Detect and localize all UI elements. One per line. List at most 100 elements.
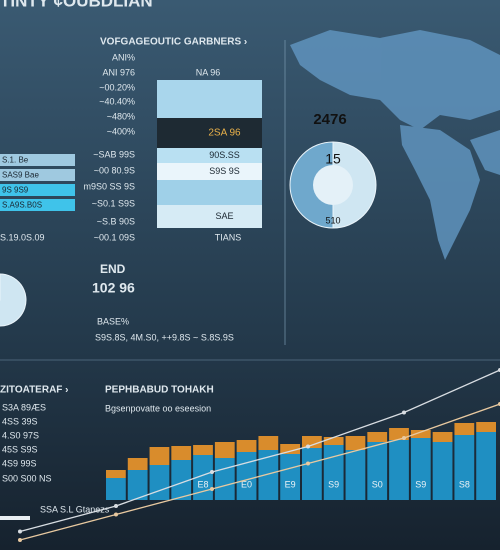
point bbox=[402, 410, 406, 415]
bar bbox=[454, 423, 475, 435]
segment-label: SAE bbox=[215, 211, 233, 221]
bar-label: SAS9 Bae bbox=[2, 171, 39, 180]
bar-label: S.1. Be bbox=[2, 156, 29, 165]
bar bbox=[214, 458, 235, 500]
segment bbox=[157, 148, 262, 163]
bar-label: S.A9S.B0S bbox=[2, 201, 42, 210]
left-note: S.19.0S.09 bbox=[0, 232, 45, 242]
point bbox=[18, 529, 22, 534]
list-item: ~00.20% bbox=[99, 82, 135, 92]
list-item: ~400% bbox=[107, 126, 135, 136]
segment-label: 90S.SS bbox=[209, 150, 240, 160]
bar bbox=[193, 445, 213, 455]
bar bbox=[0, 199, 75, 211]
bar bbox=[0, 169, 75, 181]
bar bbox=[214, 442, 235, 458]
bar bbox=[0, 154, 75, 166]
x-label: S9 bbox=[328, 479, 339, 489]
point bbox=[306, 461, 310, 466]
point bbox=[402, 436, 406, 440]
list-item: ANI 976 bbox=[102, 67, 135, 77]
bar bbox=[171, 460, 192, 500]
x-label: E0 bbox=[241, 479, 252, 489]
bar bbox=[106, 470, 126, 478]
bar bbox=[476, 422, 496, 432]
segment-label: S9S 9S bbox=[209, 166, 240, 176]
list-item: S00 S00 NS bbox=[2, 473, 52, 483]
line bbox=[19, 369, 500, 533]
subtitle: VOFGAGEOUTIC GARBNERS › bbox=[100, 37, 247, 48]
center-label: NA 96 bbox=[196, 67, 221, 77]
center-label: TIANS bbox=[215, 232, 242, 242]
x-label: S9 bbox=[415, 479, 426, 489]
bar bbox=[410, 430, 431, 438]
gauge-title: END bbox=[100, 262, 126, 276]
bar bbox=[432, 432, 453, 442]
bar bbox=[236, 440, 257, 452]
bar bbox=[258, 450, 279, 500]
bar bbox=[236, 452, 257, 500]
point bbox=[114, 504, 118, 508]
list-item: ANI% bbox=[112, 52, 135, 62]
bottom-list: S3A 89ÆS 4SS 39S 4.S0 97S 45S S9S 4S9 99… bbox=[2, 402, 52, 483]
bar bbox=[127, 458, 148, 470]
segment-label: 2SA 96 bbox=[208, 128, 241, 139]
point bbox=[210, 470, 214, 474]
bar bbox=[171, 446, 192, 460]
list-item: 4SS 39S bbox=[2, 416, 38, 426]
donut-hole bbox=[313, 165, 353, 205]
base-title: BASE% bbox=[97, 316, 129, 326]
bar bbox=[127, 470, 148, 500]
list-item: m9S0 SS 9S bbox=[83, 181, 135, 191]
list-item: ~S0.1 S9S bbox=[92, 198, 135, 208]
top-list: ANI% ANI 976 ~00.20% ~40.40% ~480% ~400%… bbox=[83, 52, 135, 242]
title: TINTY ¢OUBDLIAN bbox=[0, 0, 153, 10]
list-item: 45S S9S bbox=[2, 444, 38, 454]
point bbox=[18, 538, 22, 542]
list-item: ~SAB 99S bbox=[93, 149, 135, 159]
segment bbox=[157, 180, 262, 205]
bar bbox=[345, 436, 366, 450]
x-label: S8 bbox=[459, 479, 470, 489]
bar bbox=[432, 442, 453, 500]
segment bbox=[157, 163, 262, 180]
donut-value: 2476 bbox=[313, 111, 346, 128]
bar bbox=[149, 465, 170, 500]
bar bbox=[367, 432, 388, 442]
segment bbox=[157, 205, 262, 228]
bar bbox=[389, 440, 409, 500]
list-item: ~00 80.9S bbox=[94, 165, 135, 175]
x-label: E9 bbox=[285, 479, 296, 489]
chart-title: PEPHBABUD TOHAKH bbox=[105, 385, 214, 396]
pie-label: 15 bbox=[325, 151, 341, 167]
bar-label: 9S 9S9 bbox=[2, 186, 29, 195]
bar bbox=[302, 448, 322, 500]
bar bbox=[193, 455, 213, 500]
bar bbox=[323, 437, 344, 445]
gauge-value: 102 96 bbox=[92, 280, 135, 296]
bar bbox=[454, 435, 475, 500]
point bbox=[210, 487, 214, 491]
list-item: S3A 89ÆS bbox=[2, 402, 46, 412]
bar bbox=[106, 478, 126, 500]
section-title: ZITOATERAF › bbox=[0, 385, 69, 396]
bar bbox=[280, 454, 300, 500]
bar bbox=[367, 442, 388, 500]
list-item: ~40.40% bbox=[99, 96, 135, 106]
chart-subtitle: Bgsenpovatte oo eseesion bbox=[105, 403, 211, 413]
point bbox=[114, 512, 118, 517]
bar bbox=[149, 447, 170, 465]
line bbox=[19, 403, 500, 541]
segment bbox=[157, 80, 262, 118]
bar bbox=[345, 450, 366, 500]
slice bbox=[0, 273, 27, 327]
segment bbox=[157, 118, 262, 148]
slice bbox=[289, 141, 334, 229]
bar bbox=[410, 438, 431, 500]
bar bbox=[476, 432, 496, 500]
bar bbox=[323, 445, 344, 500]
bar bbox=[0, 184, 75, 196]
world-map bbox=[290, 30, 500, 260]
